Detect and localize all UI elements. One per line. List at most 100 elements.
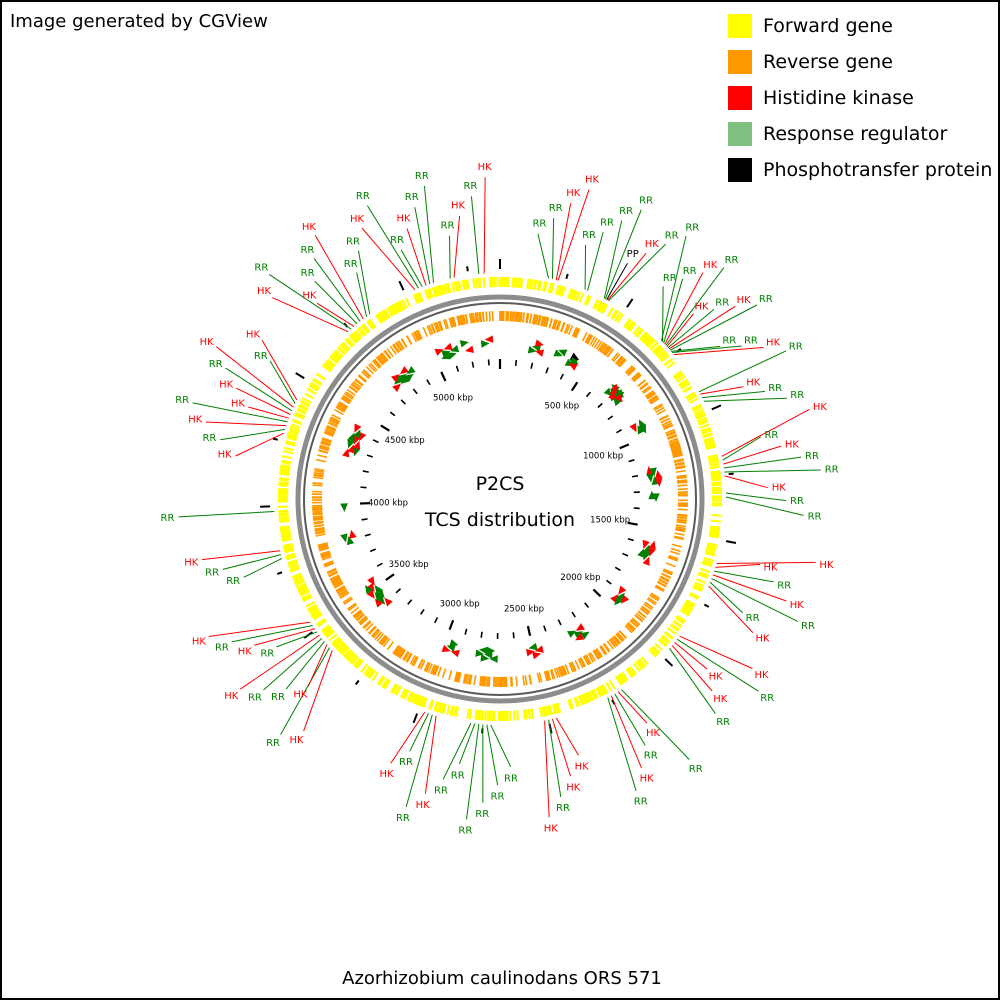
reverse-gene-mark: [509, 676, 513, 687]
forward-gene-mark: [710, 474, 721, 478]
rr-callout-line: [490, 724, 512, 768]
forward-gene-mark: [711, 482, 722, 486]
rr-glyph: [347, 439, 355, 449]
reverse-gene-mark: [371, 360, 380, 369]
hk-callout-line: [453, 215, 461, 278]
reverse-gene-mark: [377, 355, 386, 364]
forward-gene-mark: [705, 550, 716, 556]
reverse-gene-mark: [312, 516, 324, 520]
forward-gene-mark: [453, 706, 458, 717]
hk-glyph: [654, 478, 663, 487]
legend-item-forward-gene: Forward gene: [728, 8, 992, 44]
reverse-gene-mark: [631, 371, 640, 380]
rr-callout-label: RR: [271, 692, 285, 703]
reverse-gene-mark: [372, 359, 381, 369]
forward-gene-mark: [390, 683, 397, 693]
forward-gene-mark: [368, 669, 376, 680]
forward-gene-mark: [296, 584, 307, 591]
forward-gene-mark: [340, 342, 350, 352]
reverse-gene-mark: [331, 577, 341, 584]
reverse-gene-mark: [323, 561, 334, 567]
reverse-gene-mark: [464, 314, 469, 325]
forward-gene-mark: [439, 284, 444, 296]
forward-gene-mark: [285, 440, 296, 445]
hk-callout-line: [708, 585, 754, 633]
rr-callout-label: RR: [619, 206, 633, 217]
reverse-gene-mark: [549, 669, 555, 680]
rr-callout-label: RR: [801, 621, 815, 632]
outer-tick: [565, 273, 569, 280]
hk-callout-line: [544, 720, 550, 818]
forward-gene-mark: [676, 375, 686, 383]
rr-glyph: [642, 544, 651, 554]
forward-gene-mark: [567, 699, 573, 710]
forward-gene-mark: [694, 581, 705, 588]
forward-gene-mark: [285, 553, 296, 559]
rr-callout-line: [268, 274, 352, 330]
reverse-gene-mark: [478, 312, 481, 323]
rr-callout-line: [458, 723, 476, 765]
forward-gene-mark: [401, 299, 408, 310]
hk-callout-label: HK: [713, 694, 728, 705]
reverse-gene-mark: [671, 543, 683, 548]
reverse-gene-mark: [319, 446, 330, 451]
forward-gene-mark: [380, 310, 388, 321]
forward-gene-mark: [709, 527, 720, 531]
reverse-gene-mark: [538, 672, 543, 683]
forward-gene-mark: [617, 673, 626, 684]
rr-callout-line: [604, 209, 642, 300]
forward-gene-mark: [316, 617, 326, 626]
reverse-gene-mark: [321, 438, 332, 443]
forward-gene-mark: [511, 277, 515, 288]
reverse-gene-mark: [673, 459, 685, 463]
forward-gene-mark: [676, 614, 686, 623]
reverse-gene-mark: [528, 313, 533, 324]
rr-glyph: [652, 493, 660, 502]
reverse-gene-mark: [672, 451, 683, 456]
forward-gene-mark: [577, 695, 584, 706]
reverse-gene-mark: [674, 462, 685, 467]
rr-callout-label: RR: [254, 351, 268, 362]
forward-gene-mark: [529, 708, 534, 719]
reverse-gene-mark: [320, 442, 331, 447]
forward-gene-mark: [626, 667, 635, 678]
rr-callout-label: RR: [301, 268, 315, 279]
reverse-gene-mark: [451, 317, 456, 328]
rr-glyph: [340, 533, 348, 543]
hk-glyph: [642, 556, 650, 566]
rr-callout-line: [470, 196, 480, 275]
rr-callout-line: [442, 722, 472, 780]
reverse-gene-mark: [315, 533, 326, 537]
reverse-gene-mark: [636, 612, 645, 621]
hk-callout-label: HK: [293, 689, 308, 700]
hk-callout-label: HK: [224, 691, 239, 702]
forward-gene-mark: [416, 292, 423, 303]
forward-gene-mark: [390, 305, 397, 315]
rr-glyph: [447, 352, 457, 360]
rr-callout-label: RR: [549, 203, 563, 214]
reverse-gene-mark: [319, 444, 330, 449]
forward-gene-mark: [585, 295, 592, 306]
reverse-gene-mark: [510, 676, 514, 687]
forward-gene-mark: [422, 697, 428, 708]
hk-callout-line: [261, 339, 298, 401]
forward-gene-mark: [428, 288, 434, 299]
rr-callout-label: RR: [663, 273, 677, 284]
forward-gene-mark: [283, 546, 294, 551]
forward-gene-mark: [627, 321, 635, 331]
forward-gene-mark: [415, 293, 421, 304]
pp-glyph: [570, 352, 580, 360]
forward-gene-mark: [653, 346, 663, 355]
rr-callout-line: [220, 428, 286, 441]
rr-glyph: [638, 419, 647, 429]
reverse-gene-mark: [321, 555, 332, 561]
forward-gene-mark: [464, 279, 469, 290]
forward-gene-mark: [636, 659, 645, 670]
forward-gene-mark: [310, 609, 321, 617]
hk-callout-label: HK: [231, 399, 246, 410]
forward-gene-mark: [386, 307, 394, 317]
forward-gene-mark: [323, 362, 334, 370]
forward-gene-mark: [685, 599, 696, 607]
rr-glyph: [441, 350, 451, 358]
reverse-gene-mark: [355, 613, 365, 621]
